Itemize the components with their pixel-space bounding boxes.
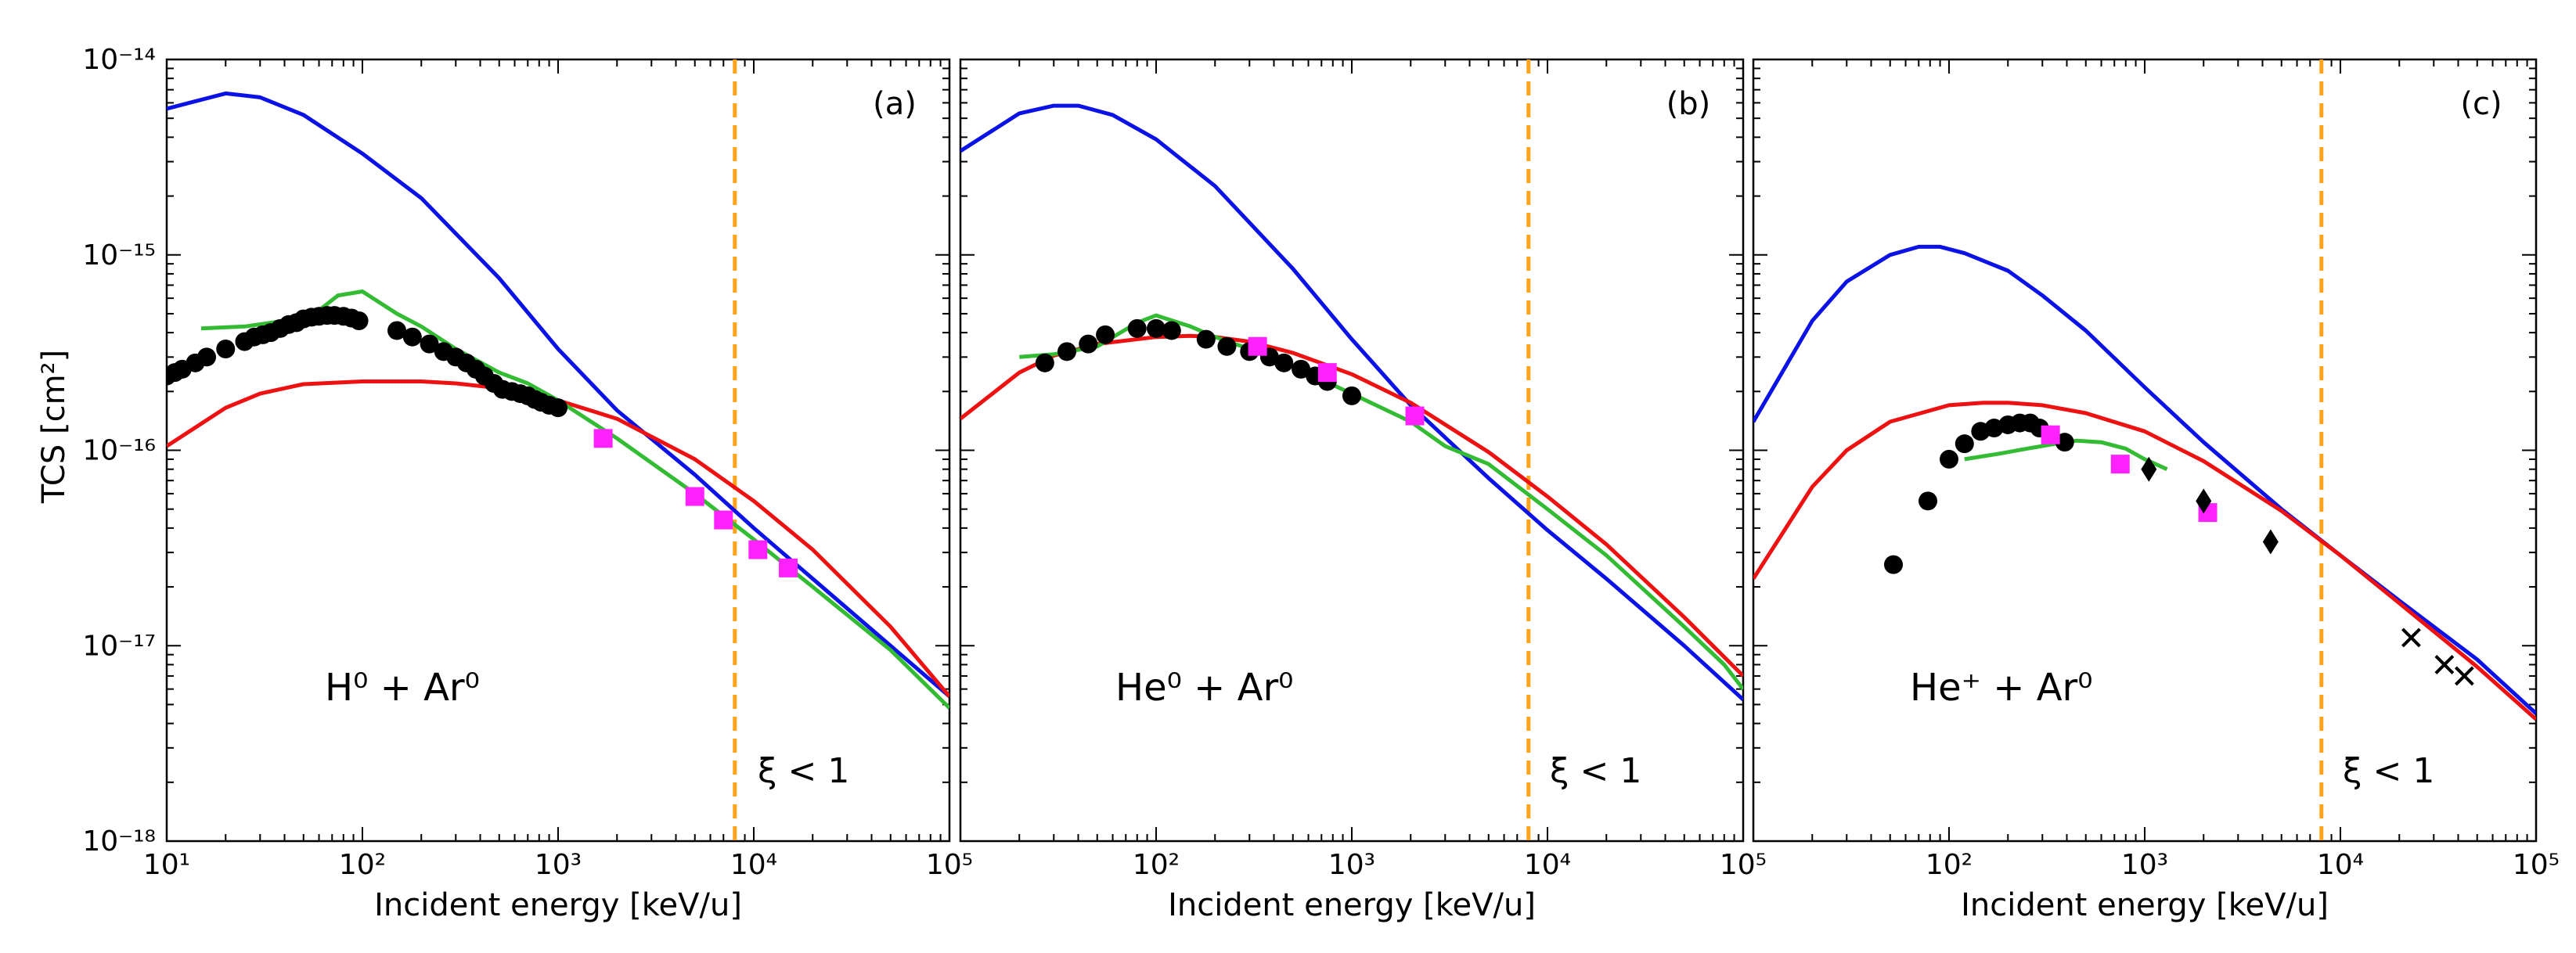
y-tick-label: 10⁻¹⁶ bbox=[82, 435, 156, 467]
data-point-circle bbox=[2055, 433, 2074, 452]
data-point-circle bbox=[197, 347, 217, 367]
plot-area bbox=[960, 59, 1743, 841]
data-point-circle bbox=[216, 340, 236, 359]
data-point-circle bbox=[1217, 336, 1237, 356]
data-point-circle bbox=[402, 327, 422, 347]
data-point-circle bbox=[349, 311, 369, 330]
x-tick-label: 10⁴ bbox=[1524, 849, 1571, 881]
data-point-circle bbox=[1940, 449, 1958, 469]
x-tick-label: 10⁵ bbox=[926, 849, 973, 881]
x-tick-label: 10¹ bbox=[143, 849, 190, 881]
x-tick-label: 10³ bbox=[535, 849, 582, 881]
data-point-circle bbox=[420, 334, 439, 354]
data-point-square bbox=[779, 558, 798, 577]
collision-system-label: He⁺ + Ar⁰ bbox=[1910, 666, 2093, 710]
threshold-label: ξ < 1 bbox=[758, 751, 849, 791]
x-axis-label-a: Incident energy [keV/u] bbox=[374, 887, 742, 923]
data-point-circle bbox=[1955, 434, 1974, 454]
data-point-diamond bbox=[2141, 456, 2157, 482]
panel-a: 10¹ 10² 10³ 10⁴ 10⁵ 10⁻¹⁸ 10⁻¹⁷ 10⁻¹⁶ 10⁻¹⁵ 10⁻¹⁴… bbox=[82, 44, 973, 881]
data-point-circle bbox=[1342, 386, 1361, 405]
data-point-square bbox=[1248, 336, 1267, 356]
data-point-cross bbox=[2401, 628, 2421, 648]
data-point-square bbox=[1405, 406, 1425, 426]
collision-system-label: H⁰ + Ar⁰ bbox=[325, 666, 480, 710]
plot-frame bbox=[165, 58, 951, 843]
data-point-square bbox=[748, 540, 768, 559]
data-point-diamond bbox=[2196, 488, 2212, 514]
y-tick-label: 10⁻¹⁷ bbox=[82, 630, 156, 662]
panel-label: (c) bbox=[2460, 86, 2502, 122]
x-tick-label: 10² bbox=[1133, 849, 1180, 881]
data-point-circle bbox=[1147, 318, 1166, 338]
data-point-circle bbox=[1196, 329, 1216, 349]
data-point-square bbox=[2110, 455, 2130, 474]
data-point-circle bbox=[1096, 325, 1115, 344]
series-line-red bbox=[1753, 401, 2536, 721]
data-point-circle bbox=[1292, 359, 1311, 379]
data-point-circle bbox=[1162, 321, 1181, 340]
data-point-square bbox=[1317, 363, 1337, 383]
data-point-circle bbox=[1057, 342, 1077, 361]
plot-frame bbox=[1752, 58, 2538, 843]
data-point-square bbox=[593, 429, 613, 448]
x-tick-label: 10⁵ bbox=[2513, 849, 2560, 881]
x-axis-label-c: Incident energy [keV/u] bbox=[1961, 887, 2329, 923]
data-point-circle bbox=[1079, 334, 1098, 354]
series-line-red bbox=[167, 379, 949, 698]
x-tick-label: 10³ bbox=[2121, 849, 2168, 881]
y-axis-label: TCS [cm²] bbox=[36, 350, 72, 504]
panel-label: (a) bbox=[873, 86, 917, 122]
data-point-circle bbox=[1127, 318, 1147, 338]
data-point-cross bbox=[2434, 655, 2455, 674]
data-point-square bbox=[2041, 425, 2060, 444]
data-point-square bbox=[685, 487, 704, 506]
data-point-circle bbox=[549, 398, 567, 418]
x-tick-label: 10² bbox=[339, 849, 386, 881]
plot-area bbox=[1753, 59, 2536, 841]
panel-b: 10² 10³ 10⁴ 10⁵ (b) He⁰ + Ar⁰ ξ < 1 bbox=[959, 58, 1767, 881]
data-point-circle bbox=[1918, 491, 1938, 511]
x-tick-label: 10⁵ bbox=[1720, 849, 1767, 881]
panel-c: 10² 10³ 10⁴ 10⁵ (c) He⁺ + Ar⁰ ξ < 1 bbox=[1752, 58, 2560, 881]
data-point-circle bbox=[1884, 555, 1904, 574]
data-point-cross bbox=[2454, 666, 2474, 686]
x-tick-label: 10⁴ bbox=[2317, 849, 2364, 881]
y-tick-label: 10⁻¹⁵ bbox=[82, 239, 156, 272]
plot-frame bbox=[959, 58, 1745, 843]
collision-system-label: He⁰ + Ar⁰ bbox=[1115, 666, 1293, 710]
threshold-label: ξ < 1 bbox=[1550, 751, 1641, 791]
x-tick-label: 10³ bbox=[1328, 849, 1375, 881]
data-point-circle bbox=[387, 321, 407, 340]
plot-area bbox=[167, 59, 949, 841]
data-point-diamond bbox=[2262, 529, 2279, 555]
data-point-circle bbox=[1274, 353, 1294, 372]
y-tick-label: 10⁻¹⁴ bbox=[82, 44, 156, 76]
y-tick-label: 10⁻¹⁸ bbox=[82, 825, 156, 858]
x-axis-label-b: Incident energy [keV/u] bbox=[1168, 887, 1536, 923]
threshold-label: ξ < 1 bbox=[2343, 751, 2434, 791]
x-tick-label: 10⁴ bbox=[730, 849, 777, 881]
series-line-blue bbox=[960, 103, 1743, 701]
panel-label: (b) bbox=[1666, 86, 1711, 122]
series-line-blue bbox=[167, 91, 949, 698]
x-tick-label: 10² bbox=[1926, 849, 1973, 881]
data-point-circle bbox=[1035, 353, 1054, 372]
series-line-green bbox=[200, 289, 949, 710]
data-point-square bbox=[714, 510, 733, 530]
series-line-green bbox=[1964, 438, 2168, 471]
